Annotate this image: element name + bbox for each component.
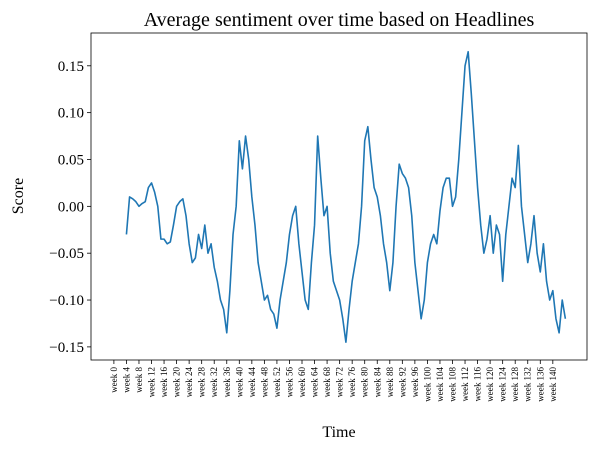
plot-frame <box>90 32 588 361</box>
x-tick-label: week 28 <box>197 367 207 398</box>
x-tick-label: week 116 <box>473 367 483 402</box>
x-tick-label: week 76 <box>347 367 357 398</box>
y-tick-label: −0.10 <box>49 293 84 309</box>
y-tick-label: −0.05 <box>49 246 84 262</box>
x-tick-label: week 40 <box>234 367 244 398</box>
x-tick-label: week 32 <box>209 367 219 397</box>
x-tick-label: week 84 <box>372 367 382 398</box>
x-tick-label: week 104 <box>435 367 445 402</box>
x-tick-label: week 56 <box>284 367 294 398</box>
x-tick-label: week 108 <box>447 367 457 402</box>
x-tick-label: week 12 <box>147 367 157 397</box>
y-tick-label: 0.05 <box>58 152 84 168</box>
x-tick-label: week 68 <box>322 367 332 398</box>
x-tick-label: week 20 <box>172 367 182 398</box>
x-tick-label: week 44 <box>247 367 257 398</box>
x-tick-label: week 48 <box>259 367 269 398</box>
y-tick-label: −0.15 <box>49 340 84 356</box>
x-tick-label: week 36 <box>222 367 232 398</box>
x-tick-label: week 4 <box>121 367 131 393</box>
y-tick-label: 0.00 <box>58 199 84 215</box>
x-tick-label: week 52 <box>272 367 282 397</box>
x-tick-label: week 24 <box>184 367 194 398</box>
x-tick-label: week 0 <box>109 367 119 393</box>
x-tick-label: week 72 <box>335 367 345 397</box>
x-tick-label: week 80 <box>360 367 370 398</box>
y-axis-label: Score <box>10 178 27 214</box>
x-tick-label: week 124 <box>498 367 508 402</box>
x-tick-label: week 8 <box>134 367 144 393</box>
x-tick-label: week 92 <box>397 367 407 397</box>
y-tick-label: 0.15 <box>58 59 84 75</box>
x-tick-label: week 128 <box>510 367 520 402</box>
x-axis-label: Time <box>322 424 355 441</box>
x-tick-label: week 60 <box>297 367 307 398</box>
y-tick-label: 0.10 <box>58 106 84 122</box>
x-tick-label: week 100 <box>422 367 432 402</box>
x-tick-label: week 16 <box>159 367 169 398</box>
chart-title: Average sentiment over time based on Hea… <box>144 9 535 31</box>
x-tick-label: week 120 <box>485 367 495 402</box>
x-tick-label: week 88 <box>385 367 395 398</box>
x-tick-label: week 132 <box>523 367 533 402</box>
x-tick-label: week 136 <box>535 367 545 402</box>
data-line <box>125 50 567 343</box>
x-tick-label: week 64 <box>310 367 320 398</box>
x-tick-label: week 140 <box>548 367 558 402</box>
x-tick-label: week 96 <box>410 367 420 398</box>
x-tick-label: week 112 <box>460 367 470 401</box>
